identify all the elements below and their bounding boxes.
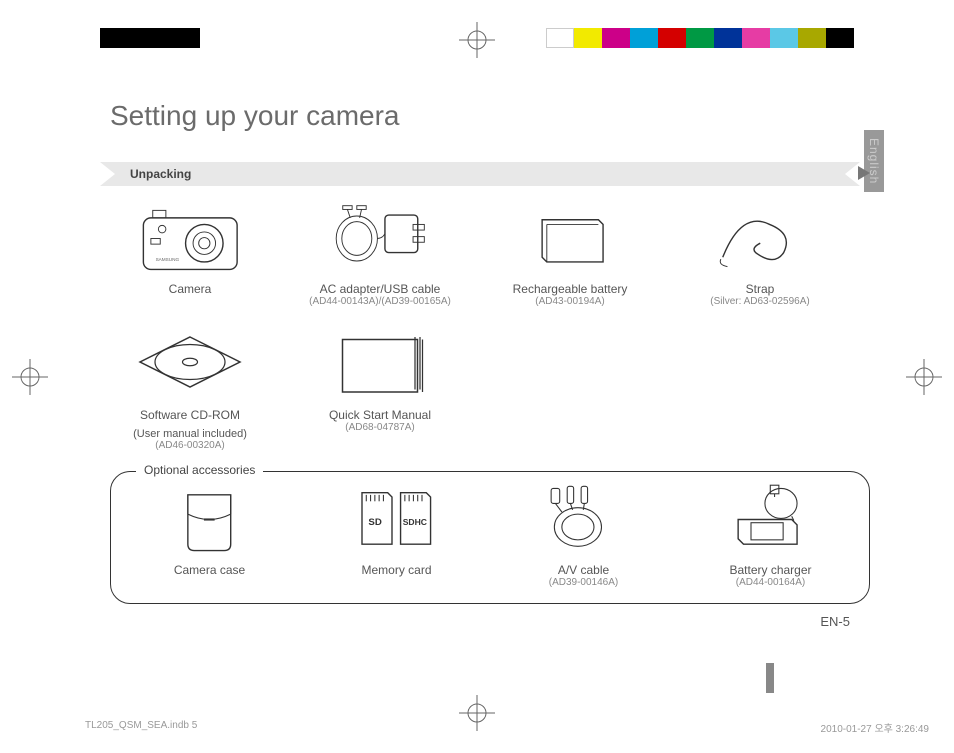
case-icon (145, 482, 274, 557)
memory-card-icon: SD SDHC (332, 482, 461, 557)
item-avcable: A/V cable (AD39-00146A) (505, 482, 662, 588)
item-case: Camera case (131, 482, 288, 588)
item-partnum: (Silver: AD63-02596A) (710, 296, 810, 307)
svg-text:SDHC: SDHC (403, 517, 427, 527)
item-partnum: (AD43-00194A) (535, 296, 604, 307)
unpacking-row-1: SAMSUNG Camera AC adapter/USB cable (AD4… (110, 201, 870, 307)
battery-icon (514, 201, 627, 276)
avcable-icon (519, 482, 648, 557)
item-label: Camera case (174, 563, 245, 577)
item-label: A/V cable (558, 563, 609, 577)
play-icon (858, 166, 870, 180)
optional-accessories-box: Optional accessories Camera case SD SDHC (110, 471, 870, 604)
item-label: Strap (746, 282, 775, 296)
camera-icon: SAMSUNG (134, 201, 247, 276)
registration-mark-top (457, 20, 497, 60)
footer-filename: TL205_QSM_SEA.indb 5 (85, 720, 197, 735)
unpacking-row-2: Software CD-ROM (User manual included) (… (110, 327, 870, 451)
item-label: Software CD-ROM (140, 408, 240, 422)
swatch (826, 28, 854, 48)
swatch (798, 28, 826, 48)
section-banner: Unpacking (110, 162, 870, 186)
item-partnum: (AD44-00143A)/(AD39-00165A) (309, 296, 451, 307)
item-partnum: (AD68-04787A) (345, 422, 414, 433)
swatch (714, 28, 742, 48)
item-label: Memory card (361, 563, 431, 577)
item-partnum: (AD44-00164A) (736, 577, 805, 588)
item-camera: SAMSUNG Camera (110, 201, 270, 307)
footer-mark (766, 663, 774, 693)
swatch (574, 28, 602, 48)
svg-text:SD: SD (369, 517, 382, 528)
item-strap: Strap (Silver: AD63-02596A) (680, 201, 840, 307)
registration-mark-left (10, 357, 50, 397)
item-cdrom: Software CD-ROM (User manual included) (… (110, 327, 270, 451)
cd-icon (115, 327, 265, 402)
item-partnum: (AD39-00146A) (549, 577, 618, 588)
swatch (770, 28, 798, 48)
svg-text:SAMSUNG: SAMSUNG (155, 257, 179, 262)
color-swatches (546, 28, 854, 48)
adapter-icon (324, 201, 437, 276)
charger-icon (706, 482, 835, 557)
swatch (630, 28, 658, 48)
item-memory: SD SDHC Memory card (318, 482, 475, 588)
item-label: Battery charger (729, 563, 811, 577)
section-label: Unpacking (130, 167, 191, 181)
footer-timestamp: 2010-01-27 오후 3:26:49 (821, 720, 929, 735)
manual-icon (305, 327, 455, 402)
swatch (546, 28, 574, 48)
page-number: EN-5 (110, 614, 870, 629)
banner-background (100, 162, 860, 186)
item-label: Rechargeable battery (513, 282, 628, 296)
page-title: Setting up your camera (110, 100, 870, 132)
item-adapter: AC adapter/USB cable (AD44-00143A)/(AD39… (300, 201, 460, 307)
item-manual: Quick Start Manual (AD68-04787A) (300, 327, 460, 451)
registration-mark-right (904, 357, 944, 397)
swatch (686, 28, 714, 48)
item-partnum: (AD46-00320A) (155, 440, 224, 451)
item-label: AC adapter/USB cable (320, 282, 441, 296)
item-sublabel: (User manual included) (133, 428, 247, 440)
swatch (742, 28, 770, 48)
item-label: Camera (169, 282, 212, 296)
swatch (658, 28, 686, 48)
page-content: Setting up your camera Unpacking SAMSUNG… (110, 100, 870, 629)
swatch (602, 28, 630, 48)
strap-icon (704, 201, 817, 276)
item-charger: Battery charger (AD44-00164A) (692, 482, 849, 588)
item-battery: Rechargeable battery (AD43-00194A) (490, 201, 650, 307)
optional-title: Optional accessories (136, 463, 263, 477)
black-block (100, 28, 200, 48)
print-footer: TL205_QSM_SEA.indb 5 2010-01-27 오후 3:26:… (85, 720, 929, 735)
item-label: Quick Start Manual (329, 408, 431, 422)
